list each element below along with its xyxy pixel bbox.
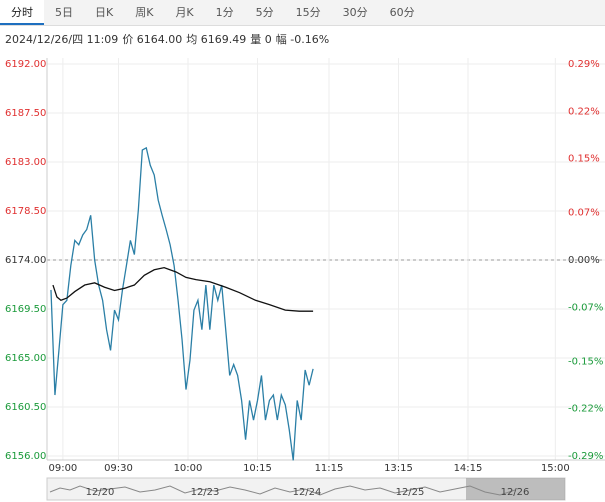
y-tick-label: 6192.00	[5, 59, 46, 70]
navigator-window[interactable]	[466, 478, 565, 500]
x-tick-label: 10:00	[174, 463, 203, 474]
tab[interactable]: 1分	[215, 6, 234, 19]
y-tick-label: 6165.00	[5, 353, 46, 364]
info-item: 2024/12/26/四 11:09	[5, 33, 119, 46]
x-tick-label: 10:15	[243, 463, 272, 474]
y-tick-label: 6169.50	[5, 304, 46, 315]
info-item: 幅 -0.16%	[275, 33, 330, 46]
y-tick-label: 6183.00	[5, 157, 46, 168]
x-tick-label: 11:15	[315, 463, 344, 474]
navigator-label: 12/26	[501, 487, 530, 498]
x-tick-label: 09:00	[48, 463, 77, 474]
tab[interactable]: 分时	[0, 0, 44, 25]
tab[interactable]: 日K	[95, 6, 114, 19]
tab[interactable]: 5日	[55, 6, 73, 19]
y2-tick-label: 0.15%	[568, 154, 600, 165]
x-tick-label: 13:15	[384, 463, 413, 474]
navigator-label: 12/23	[191, 487, 220, 498]
y2-tick-label: -0.29%	[568, 451, 603, 462]
navigator-label: 12/24	[293, 487, 322, 498]
y2-tick-label: 0.07%	[568, 208, 600, 219]
tab[interactable]: 5分	[255, 6, 274, 19]
tab[interactable]: 月K	[175, 6, 194, 19]
y-tick-label: 6178.50	[5, 206, 46, 217]
y-tick-label: 6160.50	[5, 402, 46, 413]
navigator-line	[49, 485, 516, 496]
y2-tick-label: -0.22%	[568, 404, 603, 415]
y-tick-label: 6187.50	[5, 108, 46, 119]
tab[interactable]: 周K	[135, 6, 154, 19]
y2-tick-label: 0.22%	[568, 106, 600, 117]
y2-tick-label: -0.15%	[568, 356, 603, 367]
y2-tick-label: -0.07%	[568, 302, 603, 313]
tab[interactable]: 15分	[295, 6, 321, 19]
y-tick-label: 6156.00	[5, 451, 46, 462]
series-line	[52, 266, 314, 312]
series-line	[50, 146, 314, 461]
y-tick-label: 6174.00	[5, 255, 46, 266]
x-tick-label: 14:15	[454, 463, 483, 474]
navigator-label: 12/20	[86, 487, 115, 498]
y2-tick-label: 0.29%	[568, 59, 600, 70]
x-tick-label: 09:30	[104, 463, 133, 474]
tab[interactable]: 60分	[389, 6, 415, 19]
tab[interactable]: 30分	[342, 6, 368, 19]
navigator-label: 12/25	[396, 487, 425, 498]
tab-bar: 分时 5日 日K 周K 月K 1分 5分 15分 30分 60分	[0, 0, 605, 26]
x-tick-label: 15:00	[541, 463, 570, 474]
info-item: 价 6164.00	[122, 33, 183, 46]
info-item: 均 6169.49	[186, 33, 247, 46]
info-item: 量 0	[250, 33, 272, 46]
